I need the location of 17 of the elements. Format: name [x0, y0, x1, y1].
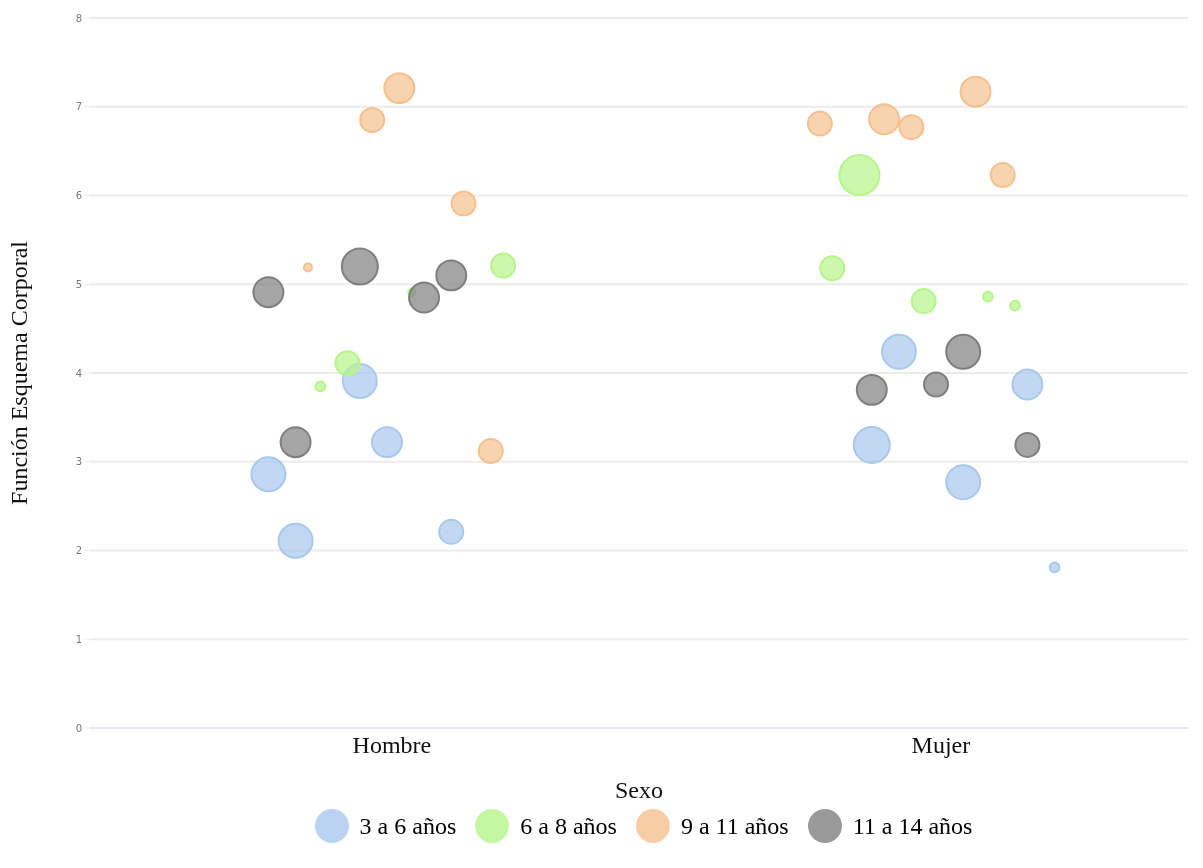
legend-label: 3 a 6 años: [359, 812, 457, 840]
y-tick-label: 2: [75, 545, 82, 557]
x-tick-label: Hombre: [352, 732, 432, 759]
legend-label: 11 a 14 años: [852, 812, 973, 840]
y-tick-label: 4: [75, 367, 82, 379]
y-tick-label: 5: [75, 278, 82, 290]
legend-label: 6 a 8 años: [520, 812, 617, 840]
legend-label: 9 a 11 años: [680, 812, 789, 840]
x-tick-label: Mujer: [911, 732, 971, 759]
y-tick-label: 3: [75, 456, 82, 468]
y-axis-title: Función Esquema Corporal: [5, 240, 32, 505]
y-tick-label: 7: [75, 101, 82, 113]
y-tick-label: 6: [75, 190, 82, 202]
y-tick-label: 1: [75, 633, 82, 645]
y-tick-label: 0: [75, 722, 82, 734]
x-axis-title: Sexo: [615, 777, 663, 803]
y-tick-label: 8: [75, 12, 82, 24]
